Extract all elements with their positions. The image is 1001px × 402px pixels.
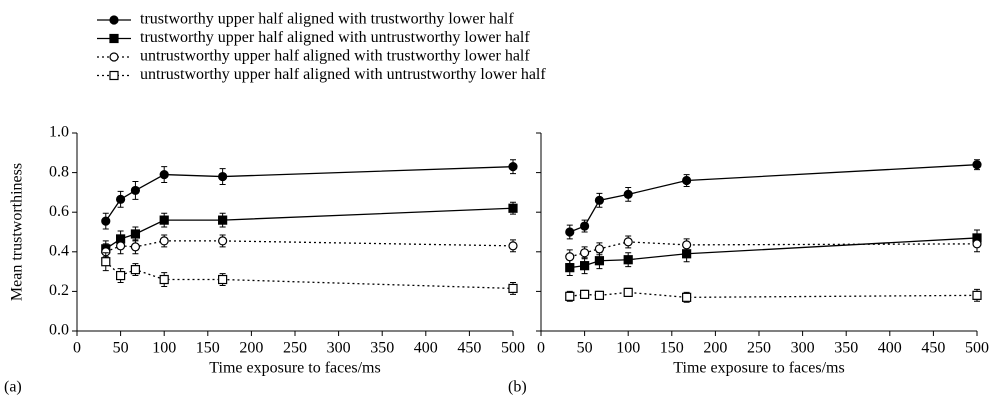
- data-point: [579, 221, 590, 231]
- x-tick-label: 400: [878, 340, 902, 357]
- x-tick-label: 450: [457, 340, 481, 357]
- data-point: [594, 195, 605, 205]
- panel-label: (a): [4, 379, 22, 396]
- x-tick-label: 200: [703, 340, 727, 357]
- data-point: [508, 283, 518, 294]
- data-point: [159, 169, 169, 180]
- series-line: [105, 240, 514, 253]
- data-point: [130, 185, 141, 196]
- data-point: [594, 244, 605, 254]
- data-point: [159, 274, 169, 285]
- data-point: [508, 203, 518, 213]
- data-point: [115, 270, 126, 281]
- data-point: [594, 290, 605, 300]
- data-point: [565, 252, 575, 262]
- x-axis-label: Time exposure to faces/ms: [209, 360, 380, 377]
- data-point: [159, 236, 169, 246]
- data-point: [623, 237, 633, 247]
- x-tick-label: 350: [370, 340, 394, 357]
- data-point: [218, 274, 228, 285]
- data-point: [579, 261, 590, 271]
- data-point: [972, 290, 982, 300]
- data-point: [218, 236, 228, 246]
- x-tick-label: 250: [747, 340, 771, 357]
- data-point: [101, 216, 111, 226]
- legend-marker: [109, 15, 119, 25]
- x-tick-label: 0: [537, 340, 545, 357]
- y-tick-label: 0.2: [49, 282, 69, 299]
- x-tick-label: 250: [283, 340, 307, 357]
- data-point: [115, 194, 126, 204]
- x-tick-label: 500: [965, 340, 989, 357]
- data-point: [623, 255, 633, 265]
- legend-marker: [109, 52, 119, 62]
- x-tick-label: 150: [196, 340, 220, 357]
- y-tick-label: 0.4: [49, 242, 69, 259]
- y-axis-label: Mean trustworthiness: [9, 163, 26, 301]
- x-tick-label: 400: [414, 340, 438, 357]
- x-tick-label: 350: [834, 340, 858, 357]
- x-tick-label: 300: [791, 340, 815, 357]
- data-point: [972, 160, 982, 170]
- data-point: [115, 241, 126, 251]
- data-point: [579, 289, 590, 299]
- data-point: [101, 257, 111, 267]
- x-tick-label: 300: [327, 340, 351, 357]
- x-tick-label: 500: [501, 340, 525, 357]
- data-point: [972, 239, 982, 249]
- x-tick-label: 0: [73, 340, 81, 357]
- series-line: [569, 164, 978, 233]
- x-tick-label: 150: [660, 340, 684, 357]
- legend-label: untrustworthy upper half aligned with tr…: [140, 48, 530, 65]
- x-tick-label: 450: [921, 340, 945, 357]
- data-point: [623, 189, 633, 199]
- y-tick-label: 0.8: [49, 163, 69, 180]
- legend-label: trustworthy upper half aligned with untr…: [140, 29, 530, 46]
- data-point: [594, 256, 605, 266]
- data-point: [623, 287, 633, 297]
- x-tick-label: 100: [616, 340, 640, 357]
- series-line: [569, 291, 978, 298]
- x-tick-label: 100: [152, 340, 176, 357]
- data-point: [218, 215, 228, 225]
- data-point: [508, 162, 518, 172]
- data-point: [579, 248, 590, 258]
- data-point: [218, 171, 228, 182]
- data-point: [682, 292, 692, 302]
- series-line: [569, 241, 978, 258]
- y-tick-label: 0.6: [49, 203, 69, 220]
- data-point: [130, 242, 141, 252]
- x-axis-label: Time exposure to faces/ms: [673, 360, 844, 377]
- legend-label: untrustworthy upper half aligned with un…: [140, 66, 546, 83]
- x-tick-label: 50: [577, 340, 593, 357]
- data-point: [565, 263, 575, 273]
- y-tick-label: 0.0: [49, 322, 69, 339]
- y-tick-label: 1.0: [49, 124, 69, 141]
- data-point: [159, 215, 169, 225]
- legend-marker: [109, 33, 119, 44]
- data-point: [130, 229, 141, 239]
- panel-label: (b): [508, 379, 527, 396]
- data-point: [565, 291, 575, 301]
- x-tick-label: 50: [113, 340, 129, 357]
- legend-label: trustworthy upper half aligned with trus…: [140, 11, 514, 28]
- x-tick-label: 200: [239, 340, 263, 357]
- data-point: [682, 240, 692, 250]
- data-point: [130, 265, 141, 275]
- data-point: [682, 175, 692, 186]
- data-point: [508, 241, 518, 251]
- legend-marker: [109, 70, 119, 81]
- data-point: [565, 227, 575, 237]
